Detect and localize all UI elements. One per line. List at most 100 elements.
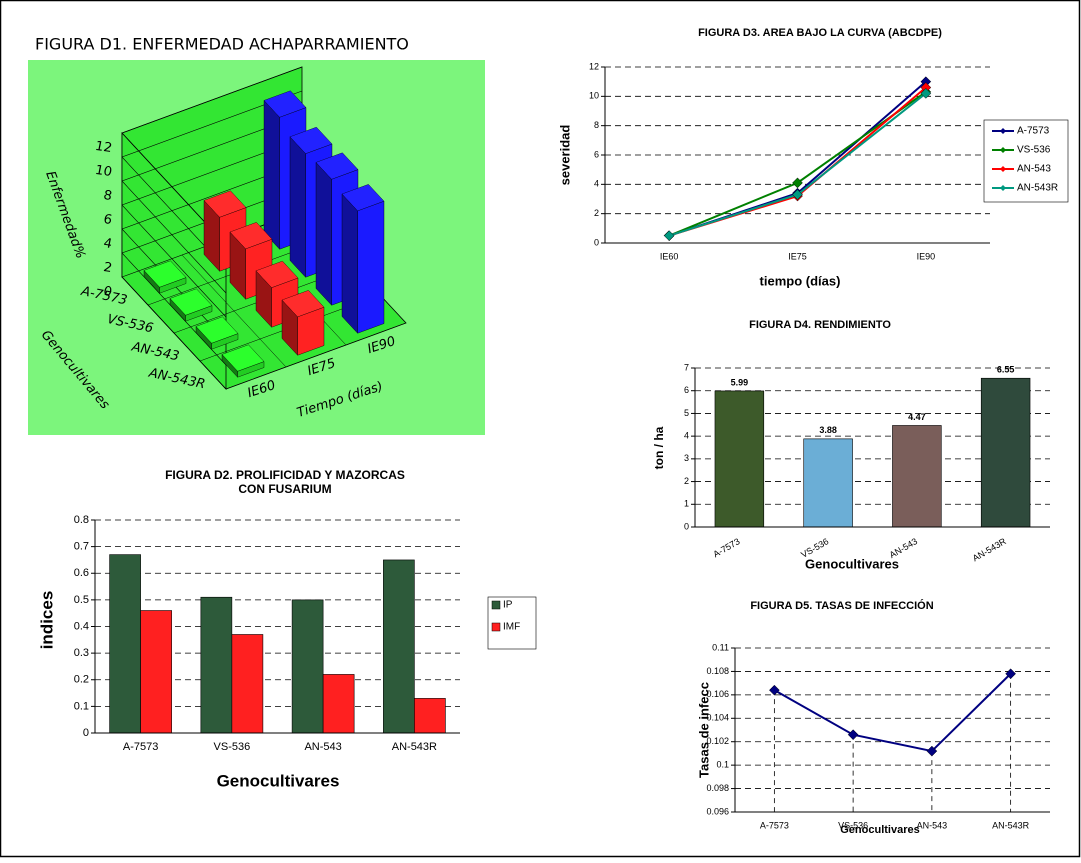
legend-marker: [1000, 166, 1006, 172]
x-tick-label: VS-536: [838, 820, 868, 830]
chart-title: FIGURA D3. AREA BAJO LA CURVA (ABCDPE): [698, 27, 942, 39]
y-tick-label: 0.108: [706, 666, 729, 676]
x-tick-label: AN-543R: [992, 820, 1030, 830]
x-tick-label: AN-543R: [392, 741, 437, 753]
y-tick-label: 2: [684, 476, 689, 486]
y-tick-label: 0.8: [74, 514, 89, 526]
x-axis-title: tiempo (días): [760, 273, 841, 288]
bar-side: [315, 161, 332, 306]
x-axis-title: Genocultivares: [805, 556, 899, 571]
x-tick-label: IE90: [917, 251, 936, 261]
bar-front: [357, 200, 385, 334]
y-tick-label: 3: [684, 453, 689, 463]
grid-line: [121, 66, 303, 246]
bar: [231, 634, 264, 734]
floor-line: [225, 322, 407, 390]
chart-5: FIGURA D5. TASAS DE INFECCIÓN 0.096 0.098 0…: [696, 599, 1050, 836]
y-tick-label: 0.1: [716, 760, 729, 770]
bar-side: [289, 136, 306, 278]
bar: [291, 599, 324, 734]
y-tick-label: 4: [594, 179, 599, 189]
y-tick-label: 0.096: [706, 806, 729, 816]
value-label: 5.99: [731, 377, 749, 387]
y-tick-label: 2: [594, 208, 599, 218]
bar: [109, 554, 141, 734]
legend-label: VS-536: [1017, 145, 1051, 156]
bar-top: [315, 152, 359, 180]
y-tick-label: 0: [104, 284, 112, 300]
y-tick-label: 0.102: [706, 736, 729, 746]
chart-title: FIGURA D4. RENDIMIENTO: [749, 319, 891, 331]
y-tick-label: 2: [104, 260, 112, 276]
x-tick-label: AN-543: [917, 820, 948, 830]
bar: [980, 377, 1031, 528]
bar-top: [263, 90, 307, 118]
y-tick-label: 0.7: [74, 541, 89, 553]
bar: [140, 610, 172, 734]
chart-title: FIGURA D2. PROLIFICIDAD Y MAZORCAS CON F…: [165, 468, 405, 496]
grid-line: [121, 138, 303, 318]
bar: [414, 698, 446, 734]
marker: [663, 230, 675, 242]
bar-top: [229, 222, 273, 250]
bar-side: [263, 99, 280, 250]
y-tick-label: 0.4: [74, 620, 89, 632]
marker: [926, 745, 938, 757]
title-box: FIGURA D2. PROLIFICIDAD Y MAZORCAS CON F…: [165, 468, 405, 496]
y-tick-label: 0.098: [706, 783, 729, 793]
chart-title: FIGURA D1. ENFERMEDAD ACHAPARRAMIENTO: [35, 35, 409, 54]
legend-swatch: [491, 622, 501, 632]
bar-top: [221, 344, 265, 372]
value-label: 4.47: [908, 412, 926, 422]
series-line: [773, 673, 1012, 753]
value-label: 3.88: [819, 425, 837, 435]
legend-label: IMF: [503, 622, 520, 633]
bar: [892, 425, 942, 528]
y-tick-label: 0.3: [74, 647, 89, 659]
bar: [714, 390, 765, 528]
value-label: 6.55: [997, 365, 1015, 375]
y-axis-title: severidad: [557, 125, 572, 186]
legend-label: AN-543R: [1017, 183, 1058, 194]
bar-top: [255, 260, 299, 288]
chart-2: FIGURA D2. PROLIFICIDAD Y MAZORCAS CON F…: [37, 468, 537, 790]
y-tick-label: 5: [684, 408, 689, 418]
legend-marker: [1000, 128, 1006, 134]
x-tick-label: A-7573: [123, 741, 158, 753]
bar: [803, 438, 853, 528]
y-tick-label: 6: [104, 212, 112, 228]
y-tick-label: 0.1: [74, 700, 89, 712]
y-tick-label: 8: [104, 188, 112, 204]
legend-label: IP: [503, 600, 513, 611]
y-tick-label: 0.2: [74, 674, 89, 686]
y-tick-label: 0.5: [74, 594, 89, 606]
marker: [1005, 668, 1016, 680]
chart-3: FIGURA D3. AREA BAJO LA CURVA (ABCDPE) 0 2…: [557, 27, 1069, 288]
bar: [200, 596, 233, 734]
bar-side: [341, 193, 358, 334]
x-tick-label: A-7573: [760, 820, 789, 830]
bar-top: [289, 126, 333, 154]
bar-top: [341, 184, 385, 212]
y-tick-label: 6: [684, 385, 689, 395]
y-tick-label: 0: [83, 727, 89, 739]
marker: [847, 729, 859, 741]
y-tick-label: 0.106: [706, 689, 729, 699]
x-tick-label: VS-536: [214, 741, 251, 753]
y-tick-label: 0: [684, 521, 689, 531]
y-tick-label: 0.11: [712, 642, 729, 652]
grid-line: [121, 90, 303, 270]
y-tick-label: 0.104: [706, 713, 729, 723]
x-tick-label: IE75: [788, 251, 807, 261]
x-axis-title: Genocultivares: [840, 824, 919, 836]
bar-top: [203, 190, 247, 218]
bar: [322, 674, 355, 734]
y-tick-label: 7: [684, 362, 689, 372]
marker: [920, 88, 932, 99]
y-tick-label: 0: [594, 237, 599, 247]
marker: [792, 177, 803, 189]
y-tick-label: 12: [95, 139, 112, 156]
legend-marker: [1000, 185, 1006, 191]
